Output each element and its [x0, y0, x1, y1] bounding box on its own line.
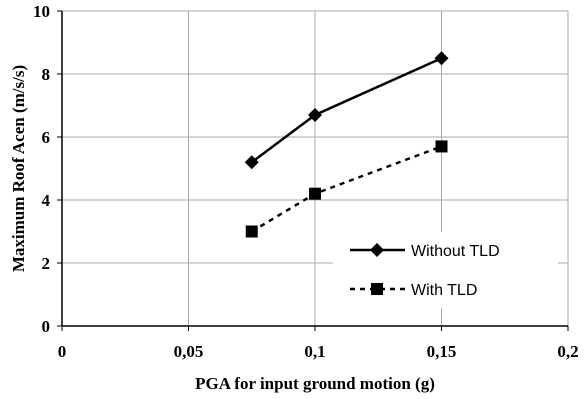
series-square — [245, 140, 448, 238]
series-line — [251, 145, 442, 233]
x-tick-label: 0,05 — [174, 342, 204, 361]
data-point — [434, 51, 449, 66]
axes — [57, 10, 569, 331]
legend: Without TLD With TLD — [333, 232, 558, 308]
data-point — [244, 155, 259, 170]
y-tick-label: 6 — [42, 128, 51, 147]
x-axis-title: PGA for input ground motion (g) — [195, 374, 435, 393]
gridlines — [62, 10, 569, 326]
x-tick-label: 0 — [58, 342, 67, 361]
x-tick-label: 0,15 — [427, 342, 457, 361]
y-tick-label: 4 — [42, 191, 51, 210]
legend-marker — [370, 243, 384, 257]
data-point — [308, 107, 322, 122]
y-tick-label: 0 — [42, 317, 51, 336]
data-point — [309, 187, 321, 200]
legend-label: Without TLD — [411, 243, 500, 260]
y-tick-label: 2 — [42, 254, 51, 273]
data-point — [435, 140, 448, 153]
y-tick-label: 8 — [42, 65, 51, 84]
y-axis-title: Maximum Roof Acen (m/s/s) — [9, 65, 28, 272]
series-diamond — [244, 51, 449, 170]
tick-labels: 0 2 4 6 8 10 0 0,05 0,1 0,15 0,2 — [33, 2, 579, 361]
legend-marker — [371, 283, 383, 295]
y-tick-label: 10 — [33, 2, 50, 21]
series-layer — [244, 51, 449, 238]
legend-box — [333, 232, 558, 308]
x-tick-label: 0,2 — [557, 342, 578, 361]
x-tick-label: 0,1 — [304, 342, 325, 361]
data-point — [245, 225, 258, 238]
legend-label: With TLD — [411, 282, 477, 299]
